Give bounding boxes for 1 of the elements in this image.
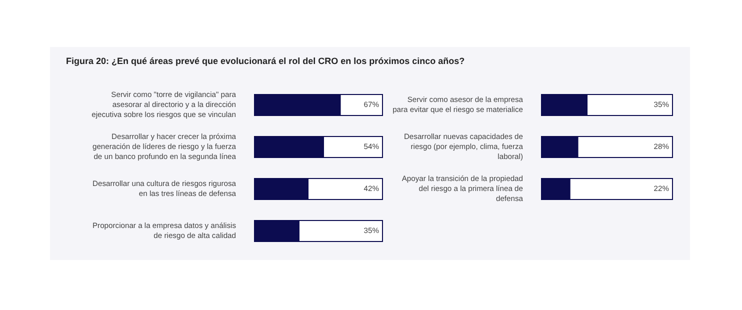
chart-title: Figura 20: ¿En qué áreas prevé que evolucionará el rol del CRO en los próximos cinco años? [66,56,465,66]
